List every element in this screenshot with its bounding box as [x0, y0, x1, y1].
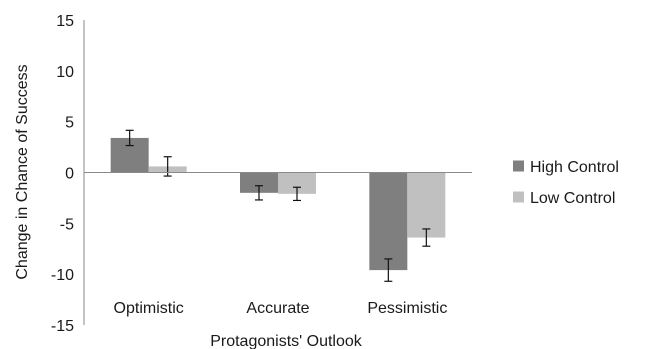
legend-swatch	[513, 160, 524, 172]
error-bar	[422, 228, 431, 247]
bars	[110, 137, 446, 271]
legend: High Control Low Control	[513, 159, 619, 207]
legend-item-low-control: Low Control	[513, 190, 615, 207]
y-tick-label: -5	[60, 216, 74, 233]
y-tick-label: 10	[56, 64, 74, 81]
x-tick-label-pessimistic: Pessimistic	[367, 300, 447, 317]
bar-high-control-accurate	[240, 172, 278, 193]
legend-label: Low Control	[530, 190, 615, 207]
bar-low-control-accurate	[278, 172, 316, 194]
x-tick-labels: Optimistic Accurate Pessimistic	[114, 300, 448, 317]
error-bar	[125, 129, 134, 147]
error-bars	[125, 129, 431, 282]
y-tick-label: 5	[65, 115, 74, 132]
y-axis-title: Change in Chance of Success	[14, 64, 31, 279]
x-axis-title: Protagonists' Outlook	[210, 333, 363, 349]
bar-low-control-pessimistic	[407, 172, 446, 238]
y-tick-label: 15	[56, 13, 74, 30]
x-tick-label-optimistic: Optimistic	[114, 300, 184, 317]
x-tick-label-accurate: Accurate	[246, 300, 309, 317]
y-tick-label: -15	[51, 318, 74, 335]
y-tick-label: 0	[65, 166, 74, 183]
legend-label: High Control	[530, 159, 619, 176]
bar-high-control-pessimistic	[369, 172, 408, 271]
legend-swatch	[513, 191, 524, 203]
y-tick-label: -10	[51, 267, 74, 284]
error-bar	[293, 186, 301, 202]
legend-item-high-control: High Control	[513, 159, 619, 176]
error-bar	[384, 258, 393, 282]
error-bar	[255, 185, 263, 201]
y-tick-labels: 15 10 5 0 -5 -10 -15	[51, 13, 74, 335]
